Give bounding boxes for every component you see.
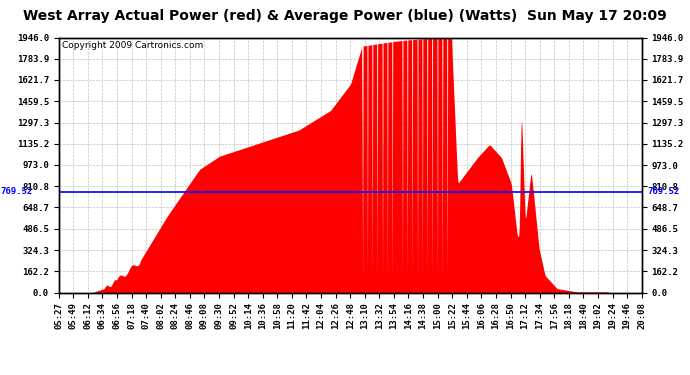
Text: 769.52: 769.52 [0, 187, 32, 196]
Text: Copyright 2009 Cartronics.com: Copyright 2009 Cartronics.com [61, 41, 203, 50]
Text: West Array Actual Power (red) & Average Power (blue) (Watts)  Sun May 17 20:09: West Array Actual Power (red) & Average … [23, 9, 667, 23]
Text: 769.52: 769.52 [647, 187, 680, 196]
